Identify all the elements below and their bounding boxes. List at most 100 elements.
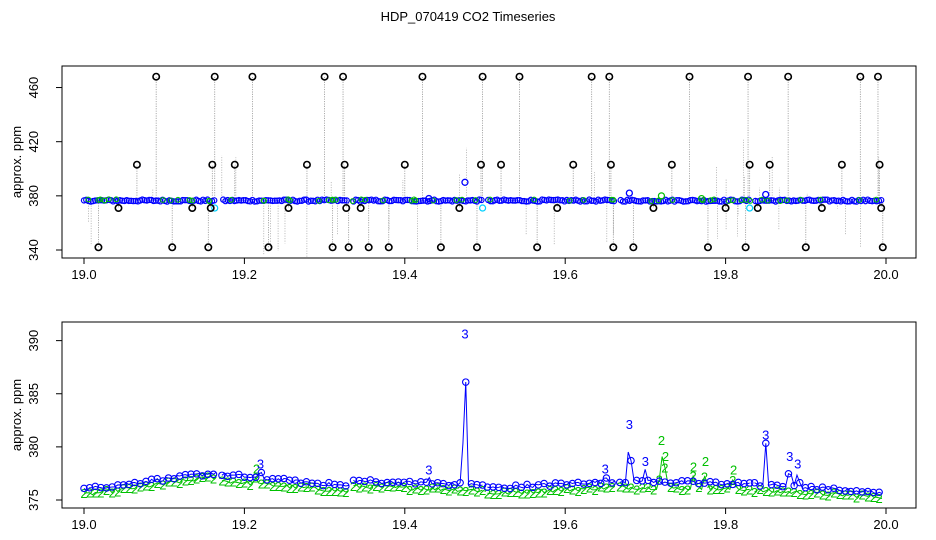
- y-tick-label: 380: [26, 185, 41, 207]
- green-baseline-point: [580, 197, 587, 203]
- series-marker-2: 2: [751, 485, 758, 500]
- green-baseline-point: [85, 196, 92, 203]
- green-baseline-point: [817, 196, 824, 203]
- y-tick-label: 420: [26, 131, 41, 153]
- series-marker-3: [467, 479, 476, 488]
- series-marker-2: 2: [176, 476, 183, 491]
- outlier-point: [745, 160, 754, 169]
- baseline-point: [392, 196, 400, 204]
- bottom-chart: 19.0 19.2 19.4 19.6 19.8 20.0 375 380 385 390 appr…: [9, 321, 917, 532]
- series-marker-3: [835, 486, 844, 495]
- baseline-point: [828, 197, 835, 204]
- series-marker-2: 2: [644, 480, 651, 495]
- cyan-point: [746, 204, 754, 212]
- series-marker-2: 2: [830, 486, 837, 501]
- series-marker-3: [209, 470, 218, 479]
- outlier-point: [436, 243, 445, 252]
- series-marker-2: 2: [159, 477, 166, 492]
- outlier-point: [206, 204, 215, 213]
- x-tick-label: 19.4: [392, 267, 417, 282]
- outlier-point: [817, 204, 826, 213]
- series-marker-2: 2: [762, 484, 769, 499]
- top-chart: 19.0 19.2 19.4 19.6 19.8 20.0 340 380 420 460 appr…: [9, 65, 917, 282]
- series-marker-2: 2: [591, 483, 598, 498]
- series-marker-3: [355, 476, 363, 485]
- outlier-point: [114, 204, 123, 213]
- series-marker-2: 2: [853, 490, 860, 505]
- outlier-point: [188, 204, 197, 213]
- baseline-point: [258, 197, 265, 204]
- outlier-point: [801, 243, 810, 252]
- series-marker-3: [858, 488, 866, 496]
- outlier-point: [284, 204, 293, 213]
- outlier-point: [418, 72, 427, 81]
- series-marker-2: 2: [423, 483, 430, 498]
- baseline-point: [507, 197, 514, 204]
- green-baseline-point: [784, 197, 790, 204]
- series-marker-2: 2: [210, 472, 217, 487]
- outlier-point: [515, 72, 524, 81]
- outlier-point: [230, 160, 239, 169]
- outlier-point: [320, 72, 329, 81]
- series-marker-2: 2: [729, 473, 736, 488]
- series-marker-2: 2: [546, 483, 553, 498]
- baseline-point: [633, 197, 640, 205]
- outlier-point: [302, 160, 311, 169]
- outlier-point: [606, 160, 615, 169]
- series-marker-2: 2: [586, 481, 593, 496]
- series-marker-2: 2: [667, 480, 674, 495]
- series-marker-2: 2: [633, 482, 640, 497]
- series-marker-3: [285, 476, 294, 485]
- baseline-point: [509, 197, 517, 204]
- plot-frame: [61, 65, 917, 259]
- outlier-point: [569, 160, 578, 169]
- series-marker-3: [847, 487, 855, 496]
- series-marker-3: [445, 481, 453, 490]
- series-marker-2: 2: [280, 479, 287, 494]
- series-marker-3: [130, 478, 139, 487]
- outlier-point: [356, 204, 365, 213]
- series-marker-3: [875, 488, 883, 497]
- series-spike-label: 3: [786, 449, 793, 464]
- series-marker-2: 2: [303, 480, 310, 495]
- green-baseline-point: [738, 197, 745, 204]
- blue-point: [762, 190, 770, 199]
- baseline-point: [442, 197, 449, 204]
- series-spike-label: 2: [658, 433, 665, 448]
- series-marker-2: 2: [622, 480, 629, 495]
- outlier-point: [476, 160, 485, 169]
- green-baseline-point: [362, 196, 369, 203]
- series-marker-3: [585, 479, 594, 488]
- x-tick-label: 20.0: [873, 517, 898, 532]
- outlier-point: [875, 160, 884, 169]
- outlier-point: [629, 243, 638, 252]
- x-tick-label: 19.6: [553, 517, 578, 532]
- series-marker-3: [377, 479, 386, 488]
- series-marker-2: 2: [650, 483, 657, 498]
- baseline-point: [307, 197, 315, 204]
- green-baseline-point: [453, 197, 460, 203]
- series-marker-3: [114, 481, 122, 489]
- series-marker-2: 2: [86, 486, 93, 501]
- series-marker-3: [428, 480, 436, 488]
- baseline-point: [761, 197, 768, 204]
- series-marker-3: [229, 471, 237, 479]
- series-marker-2: 2: [552, 483, 559, 498]
- series-marker-2: 2: [445, 484, 452, 499]
- series-line-3: [487, 477, 616, 489]
- y-tick-label: 375: [26, 489, 41, 511]
- series-marker-3: [551, 479, 560, 487]
- series-marker-2: 2: [286, 481, 293, 496]
- baseline-point: [433, 198, 440, 205]
- outlier-point: [741, 243, 750, 252]
- series-marker-3: [767, 480, 776, 489]
- series-marker-3: [762, 439, 770, 448]
- outlier-point: [856, 72, 865, 81]
- baseline-point: [127, 197, 135, 205]
- series-line-3: [754, 443, 883, 495]
- outlier-point: [384, 243, 393, 252]
- series-marker-3: [349, 476, 358, 485]
- baseline-point: [455, 197, 463, 204]
- series-marker-3: [164, 474, 173, 482]
- series-marker-3: [330, 480, 339, 489]
